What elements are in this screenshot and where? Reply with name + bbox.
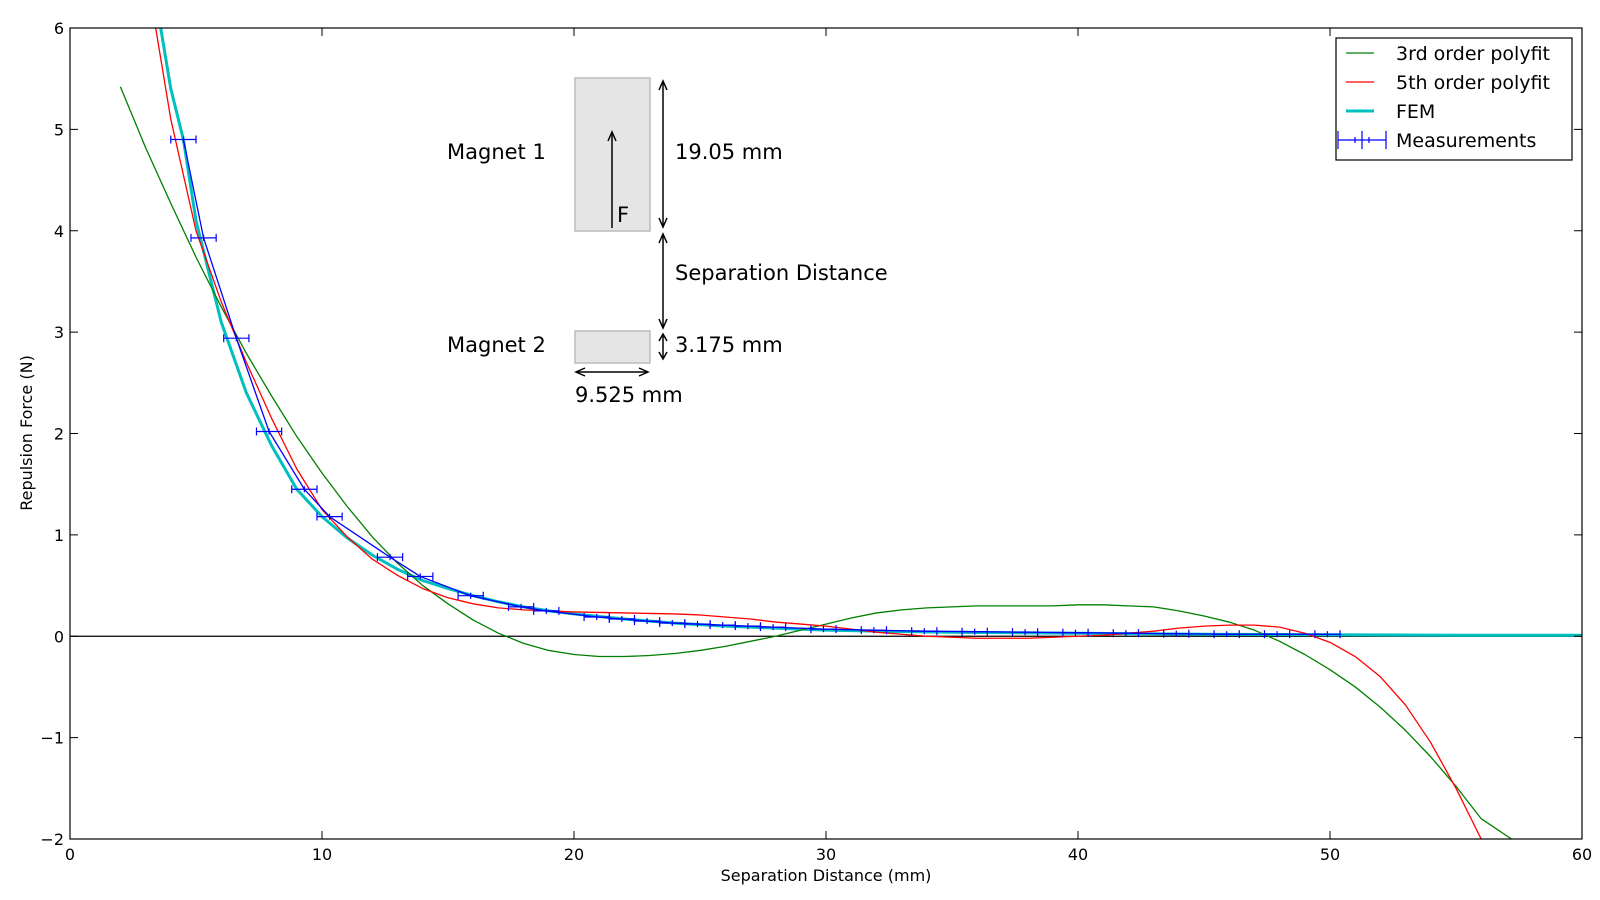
height2-label: 3.175 mm: [675, 333, 783, 357]
magnet-2-rect: [574, 330, 651, 364]
series-line-5th-order-polyfit: [155, 28, 1482, 839]
data-point-measurements: [291, 485, 318, 494]
x-tick-label: 20: [564, 845, 584, 864]
data-point-measurements: [255, 427, 283, 436]
data-point-measurements: [1263, 630, 1291, 639]
data-point-measurements: [759, 623, 787, 632]
x-tick-label: 40: [1068, 845, 1088, 864]
y-tick-label: 4: [54, 222, 64, 241]
series-layer: [119, 28, 1582, 839]
x-axis-label: Separation Distance (mm): [721, 866, 932, 885]
width-label: 9.525 mm: [575, 383, 683, 407]
legend-item-5th-order-polyfit: 5th order polyfit: [1346, 72, 1550, 94]
magnet-1-label: Magnet 1: [447, 140, 546, 164]
separation-label: Separation Distance: [675, 261, 888, 285]
force-label: F: [617, 203, 629, 227]
y-tick-label: 6: [54, 19, 64, 38]
legend: 3rd order polyfit 5th order polyfit FEM …: [1335, 37, 1573, 161]
height1-arrowhead-bottom: [658, 217, 668, 229]
width-arrowhead-right: [638, 367, 650, 377]
legend-label-fem: FEM: [1396, 101, 1435, 123]
legend-item-3rd-order-polyfit: 3rd order polyfit: [1346, 43, 1550, 65]
data-point-measurements: [860, 626, 888, 635]
series-measurements: [170, 135, 1341, 639]
legend-item-measurements: Measurements: [1337, 130, 1536, 152]
y-tick-label: 2: [54, 425, 64, 444]
legend-label-3rd-order-polyfit: 3rd order polyfit: [1396, 43, 1550, 65]
y-axis-label: Repulsion Force (N): [17, 355, 36, 511]
height2-arrowhead-top: [658, 332, 668, 342]
data-point-measurements: [1163, 629, 1190, 638]
y-tick-label: 0: [54, 627, 64, 646]
legend-item-fem: FEM: [1346, 101, 1435, 123]
legend-label-5th-order-polyfit: 5th order polyfit: [1396, 72, 1550, 94]
series-line-3rd-order-polyfit: [119, 86, 1512, 839]
data-point-measurements: [407, 572, 434, 581]
data-point-measurements: [1062, 628, 1089, 637]
y-tick-label: −2: [40, 830, 64, 849]
x-tick-label: 0: [65, 845, 75, 864]
ticks-layer: 0 10 20 30 40 50 60 −2 −1 0 1 2 3 4 5 6: [40, 19, 1592, 864]
plot-background: [70, 28, 1582, 839]
magnet-2-label: Magnet 2: [447, 333, 546, 357]
magnet-diagram: Magnet 1 Magnet 2 F 19.05 mm Separation …: [447, 77, 888, 407]
x-tick-label: 30: [816, 845, 836, 864]
force-arrowhead: [607, 130, 617, 142]
y-tick-label: 1: [54, 526, 64, 545]
height1-label: 19.05 mm: [675, 140, 783, 164]
height2-arrowhead-bottom: [658, 351, 668, 361]
data-point-measurements: [911, 627, 938, 636]
separation-arrowhead-bottom: [658, 318, 668, 330]
legend-label-measurements: Measurements: [1396, 130, 1536, 152]
height1-arrowhead-top: [658, 79, 668, 91]
x-tick-label: 10: [312, 845, 332, 864]
y-tick-label: 3: [54, 323, 64, 342]
data-point-measurements: [316, 512, 343, 521]
data-point-measurements: [223, 334, 250, 343]
data-point-measurements: [961, 627, 988, 636]
data-point-measurements: [1011, 628, 1039, 637]
y-tick-label: 5: [54, 120, 64, 139]
data-point-measurements: [810, 625, 837, 634]
data-point-measurements: [457, 591, 484, 600]
legend-swatch-measurements: [1337, 131, 1387, 149]
width-arrowhead-left: [574, 367, 586, 377]
data-point-measurements: [608, 615, 636, 624]
separation-arrowhead-top: [658, 232, 668, 244]
data-point-measurements: [190, 233, 217, 242]
data-point-measurements: [533, 606, 560, 615]
y-tick-label: −1: [40, 729, 64, 748]
x-tick-label: 50: [1320, 845, 1340, 864]
data-point-measurements: [1314, 630, 1341, 639]
x-tick-label: 60: [1572, 845, 1592, 864]
data-point-measurements: [376, 553, 404, 562]
data-point-measurements: [170, 135, 197, 144]
data-point-measurements: [1112, 629, 1140, 638]
data-point-measurements: [1213, 630, 1240, 639]
